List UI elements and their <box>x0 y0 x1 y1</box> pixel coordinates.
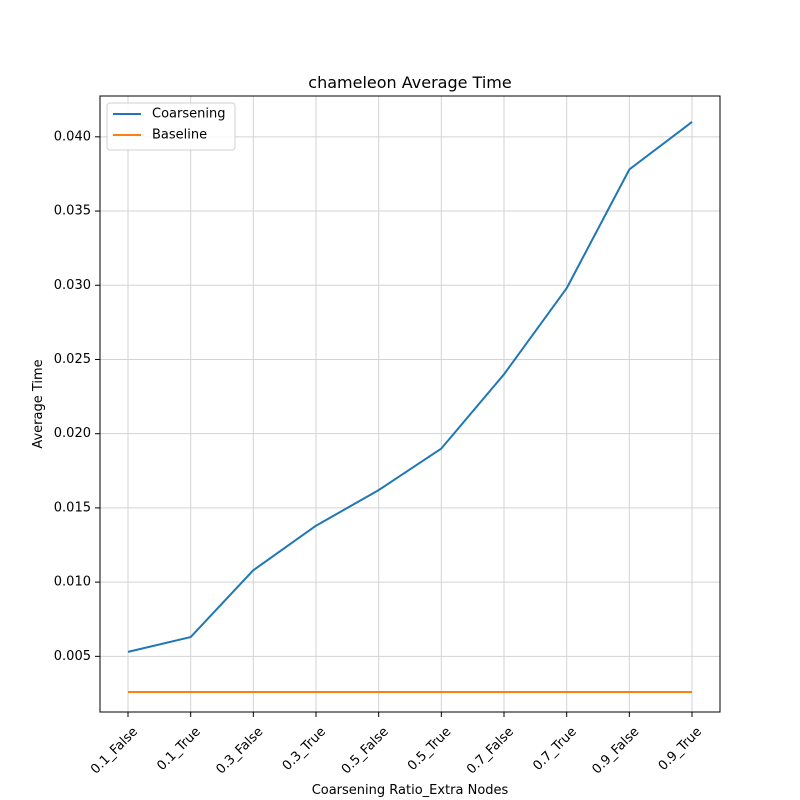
y-axis: 0.005 0.010 0.015 0.020 0.025 0.030 0.035 0.040 <box>54 129 100 664</box>
y-tick-label: 0.015 <box>54 500 91 515</box>
y-tick-label: 0.005 <box>54 649 91 664</box>
y-tick-label: 0.030 <box>54 278 91 293</box>
x-tick-label: 0.1_True <box>154 724 203 773</box>
x-tick-label: 0.1_False <box>88 724 141 777</box>
y-tick-label: 0.025 <box>54 352 91 367</box>
series-line-coarsening <box>127 121 693 653</box>
x-tick-label: 0.9_True <box>656 724 705 773</box>
x-tick-label: 0.7_True <box>530 724 579 773</box>
plot-frame <box>99 95 721 713</box>
y-tick-label: 0.035 <box>54 204 91 219</box>
x-axis: 0.1_False 0.1_True 0.3_False 0.3_True 0.5_Fa… <box>88 712 705 777</box>
y-axis-title: Average Time <box>31 359 46 448</box>
grid <box>100 96 720 712</box>
legend-label-baseline: Baseline <box>152 128 207 143</box>
x-tick-label: 0.3_False <box>213 724 266 777</box>
x-axis-title: Coarsening Ratio_Extra Nodes <box>312 783 509 798</box>
y-tick-label: 0.020 <box>54 426 91 441</box>
chart-title: chameleon Average Time <box>308 73 511 92</box>
legend-label-coarsening: Coarsening <box>152 107 225 122</box>
x-tick-label: 0.3_True <box>280 724 329 773</box>
y-tick-label: 0.040 <box>54 129 91 144</box>
x-tick-label: 0.5_False <box>339 724 392 777</box>
x-tick-label: 0.5_True <box>405 724 454 773</box>
x-tick-label: 0.9_False <box>589 724 642 777</box>
x-tick-label: 0.7_False <box>464 724 517 777</box>
y-tick-label: 0.010 <box>54 575 91 590</box>
series-layer <box>127 121 693 693</box>
legend: Coarsening Baseline <box>106 102 236 151</box>
